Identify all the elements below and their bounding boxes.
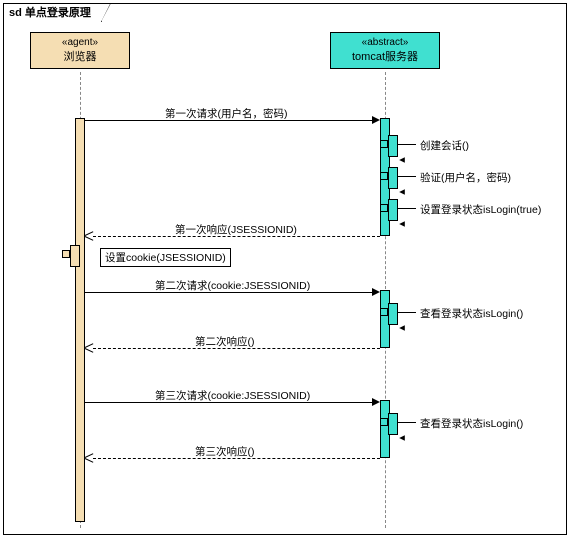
self-marker-check3 <box>380 418 388 426</box>
self-marker-setlogin <box>380 204 388 212</box>
agent-name: 浏览器 <box>33 48 127 64</box>
participant-server: «abstract» tomcat服务器 <box>330 32 440 69</box>
self-arrow-check3 <box>398 422 416 423</box>
activation-server-create <box>388 135 398 157</box>
activation-server-setlogin <box>388 199 398 221</box>
msg-auth-label: 验证(用户名，密码) <box>420 170 511 185</box>
msg-create-label: 创建会话() <box>420 138 469 153</box>
self-arrowhead-setlogin <box>399 221 405 227</box>
self-arrow-create <box>398 144 416 145</box>
server-name: tomcat服务器 <box>333 48 437 64</box>
self-arrowhead-check3 <box>399 435 405 441</box>
participant-agent: «agent» 浏览器 <box>30 32 130 69</box>
msg-req3-label: 第三次请求(cookie:JSESSIONID) <box>155 388 310 403</box>
sequence-diagram-frame: sd 单点登录原理 «agent» 浏览器 «abstract» tomcat服… <box>0 0 570 537</box>
msg-resp1: 第一次响应(JSESSIONID) <box>85 224 380 238</box>
self-arrow-setlogin <box>398 208 416 209</box>
msg-check2-label: 查看登录状态isLogin() <box>420 306 523 321</box>
self-arrow-check2 <box>398 312 416 313</box>
msg-resp3: 第三次响应() <box>85 446 380 460</box>
self-marker-cookie <box>62 250 70 258</box>
msg-req3: 第三次请求(cookie:JSESSIONID) <box>85 390 380 404</box>
self-arrowhead-check2 <box>399 325 405 331</box>
msg-cookie-label: 设置cookie(JSESSIONID) <box>100 248 231 267</box>
msg-check3-label: 查看登录状态isLogin() <box>420 416 523 431</box>
self-marker-auth <box>380 172 388 180</box>
msg-resp1-label: 第一次响应(JSESSIONID) <box>175 222 297 237</box>
self-arrowhead-create <box>399 157 405 163</box>
activation-server-auth <box>388 167 398 189</box>
msg-resp3-label: 第三次响应() <box>195 444 255 459</box>
agent-stereotype: «agent» <box>33 37 127 48</box>
msg-req2: 第二次请求(cookie:JSESSIONID) <box>85 280 380 294</box>
msg-resp2: 第二次响应() <box>85 336 380 350</box>
msg-req1-label: 第一次请求(用户名，密码) <box>165 106 288 121</box>
frame-title: 单点登录原理 <box>25 7 91 19</box>
self-marker-check2 <box>380 308 388 316</box>
self-arrow-auth <box>398 176 416 177</box>
activation-server-check3 <box>388 413 398 435</box>
msg-req1: 第一次请求(用户名，密码) <box>85 108 380 122</box>
server-stereotype: «abstract» <box>333 37 437 48</box>
msg-resp2-label: 第二次响应() <box>195 334 255 349</box>
msg-setlogin-label: 设置登录状态isLogin(true) <box>420 202 541 217</box>
msg-req2-label: 第二次请求(cookie:JSESSIONID) <box>155 278 310 293</box>
frame-sd-label: sd <box>9 7 22 19</box>
activation-agent-main <box>75 118 85 522</box>
self-arrowhead-auth <box>399 189 405 195</box>
self-marker-create <box>380 140 388 148</box>
frame-title-tab: sd 单点登录原理 <box>3 3 102 22</box>
activation-server-check2 <box>388 303 398 325</box>
activation-agent-cookie <box>70 245 80 267</box>
